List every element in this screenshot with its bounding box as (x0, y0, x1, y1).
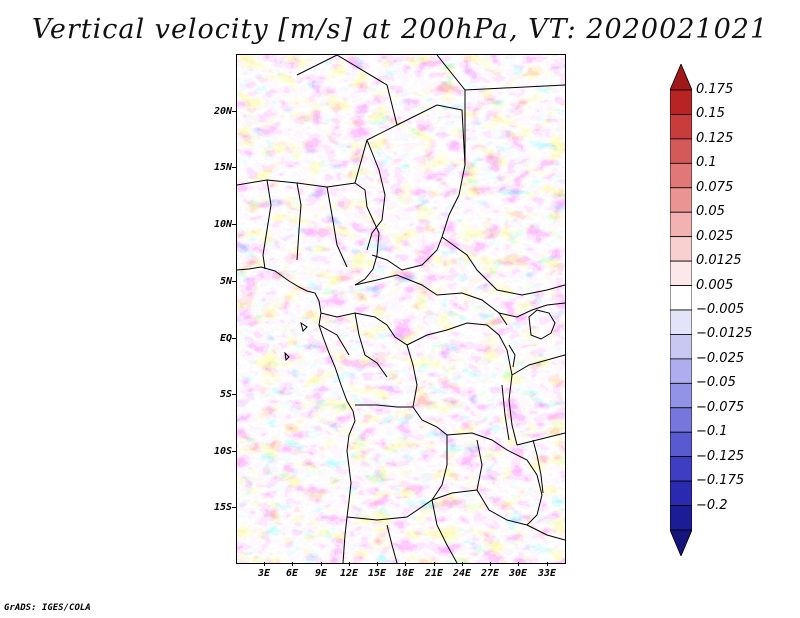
lon-tick (349, 562, 350, 566)
lat-label-10s: 10S (213, 446, 232, 457)
lat-label-20n: 20N (213, 106, 232, 117)
colorbar-label: 0.15 (696, 106, 725, 122)
colorbar-label: −0.1 (696, 424, 728, 440)
lon-tick (292, 562, 293, 566)
lon-tick (462, 562, 463, 566)
colorbar-segment (670, 187, 692, 213)
lon-label-18e: 18E (395, 568, 415, 579)
colorbar-segment (670, 505, 692, 531)
lat-tick (232, 338, 236, 339)
lon-label-6e: 6E (285, 568, 299, 579)
lat-tick (232, 451, 236, 452)
colorbar-segment (670, 114, 692, 140)
colorbar-label: 0.175 (696, 82, 734, 97)
colorbar-label: 0.1 (696, 155, 717, 171)
colorbar-segment (670, 285, 692, 311)
colorbar-segment (670, 138, 692, 164)
lon-tick (264, 562, 265, 566)
lon-label-9e: 9E (314, 568, 328, 579)
lon-label-30e: 30E (508, 568, 528, 579)
colorbar-label: −0.0125 (696, 326, 753, 342)
colorbar-label: −0.005 (696, 302, 745, 317)
lon-tick (377, 562, 378, 566)
colorbar-bottom-arrow (670, 529, 692, 556)
colorbar-label: 0.075 (696, 179, 734, 195)
velocity-shading (237, 55, 565, 563)
colorbar-segment (670, 162, 692, 189)
colorbar-label: −0.125 (696, 448, 745, 464)
colorbar-segment (670, 382, 692, 409)
lon-tick (518, 562, 519, 566)
lon-tick (405, 562, 406, 566)
lat-tick (232, 394, 236, 395)
colorbar-label: 0.125 (696, 130, 734, 146)
lon-label-27e: 27E (480, 568, 500, 579)
colorbar-segment (670, 334, 692, 360)
lon-tick (547, 562, 548, 566)
lon-label-21e: 21E (424, 568, 444, 579)
colorbar-top-arrow (670, 64, 692, 91)
lat-label-10n: 10N (213, 219, 232, 230)
lat-label-15s: 15S (213, 502, 232, 513)
colorbar-segment (670, 358, 692, 384)
lon-label-24e: 24E (452, 568, 472, 579)
lon-label-3e: 3E (257, 568, 271, 579)
colorbar-label: 0.005 (696, 277, 734, 293)
lat-label-5n: 5N (219, 276, 232, 287)
country-borders (237, 55, 565, 563)
colorbar-label: 0.0125 (696, 253, 742, 269)
lon-tick (434, 562, 435, 566)
lat-tick (232, 111, 236, 112)
colorbar-label: 0.025 (696, 228, 734, 244)
lat-label-15n: 15N (213, 162, 232, 173)
lat-tick (232, 167, 236, 168)
colorbar (670, 64, 692, 556)
colorbar-segment (670, 211, 692, 238)
velocity-map (236, 54, 566, 564)
velocity-field (237, 55, 565, 563)
colorbar-label: −0.2 (696, 497, 728, 513)
colorbar-label: −0.175 (696, 473, 745, 489)
lon-label-33e: 33E (537, 568, 557, 579)
colorbar-segment (670, 431, 692, 458)
lat-tick (232, 281, 236, 282)
colorbar-label: 0.05 (696, 204, 725, 220)
lat-tick (232, 224, 236, 225)
colorbar-segment (670, 309, 692, 335)
lon-label-12e: 12E (339, 568, 359, 579)
colorbar-segment (670, 456, 692, 482)
colorbar-segment (670, 236, 692, 262)
credit-text: GrADS: IGES/COLA (4, 603, 91, 613)
lat-label-5s: 5S (219, 389, 232, 400)
lat-label-eq: EQ (219, 333, 232, 344)
colorbar-segment (670, 89, 692, 115)
colorbar-segment (670, 480, 692, 506)
lon-label-15e: 15E (367, 568, 387, 579)
lat-tick (232, 507, 236, 508)
lon-tick (321, 562, 322, 566)
lon-tick (490, 562, 491, 566)
colorbar-segment (670, 260, 692, 286)
colorbar-label: −0.05 (696, 375, 736, 391)
colorbar-segment (670, 407, 692, 433)
chart-title: Vertical velocity [m/s] at 200hPa, VT: 2… (31, 14, 769, 45)
colorbar-label: −0.075 (696, 399, 745, 415)
colorbar-label: −0.025 (696, 350, 745, 366)
